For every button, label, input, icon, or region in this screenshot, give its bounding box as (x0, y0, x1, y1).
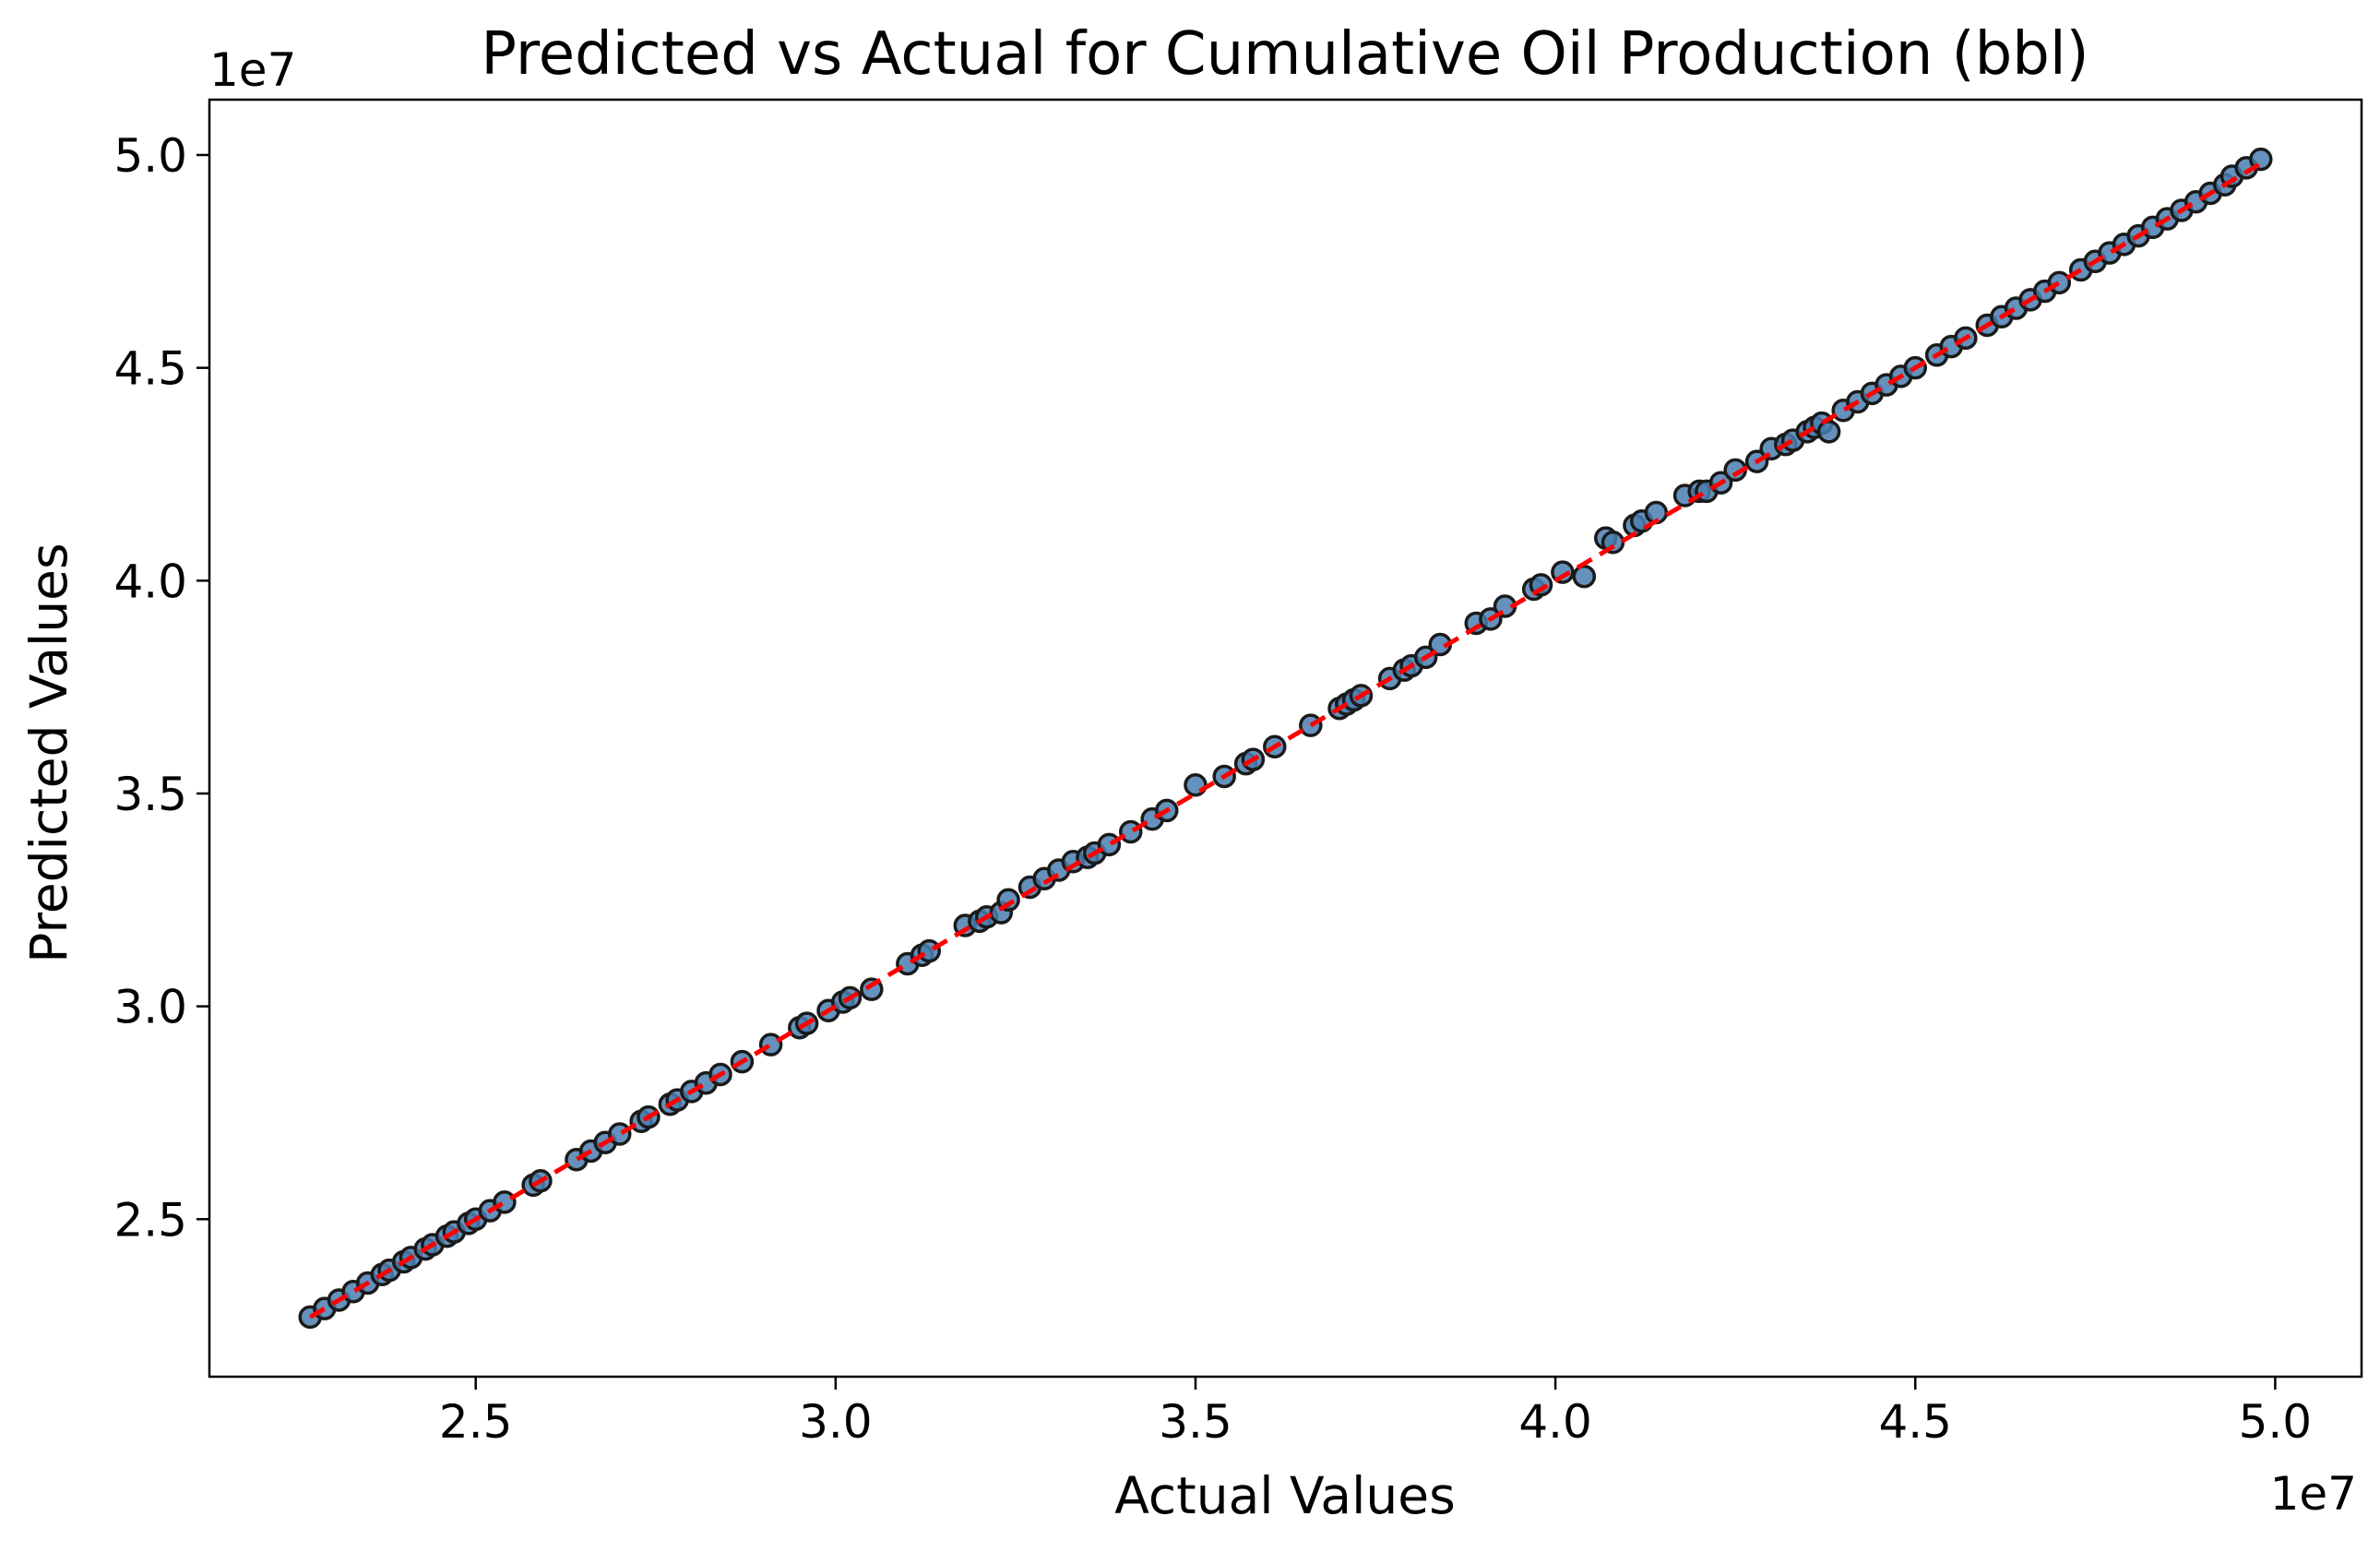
axis-ticks: 2.5 3.0 3.5 4.0 4.5 5.0 2.5 3.0 3.5 4.0 4.5 5.0 (113, 129, 2312, 1449)
y-tick-label: 3.5 (113, 768, 187, 821)
y-tick-label: 3.0 (113, 981, 187, 1034)
y-tick-label: 4.0 (113, 555, 187, 608)
y-axis-label: Predicted Values (19, 543, 78, 962)
x-axis-offset-label: 1e7 (2270, 1467, 2357, 1521)
x-tick-label: 3.5 (1159, 1395, 1232, 1449)
x-tick-label: 4.5 (1878, 1395, 1952, 1449)
x-tick-label: 4.0 (1518, 1395, 1592, 1449)
x-tick-label: 2.5 (439, 1395, 513, 1449)
plot-frame (208, 98, 2363, 1379)
y-axis-offset-label: 1e7 (209, 43, 296, 97)
y-tick-label: 4.5 (113, 342, 187, 396)
plot-content (298, 147, 2273, 1330)
chart-title: Predicted vs Actual for Cumulative Oil P… (481, 20, 2088, 89)
y-tick-label: 5.0 (113, 129, 187, 183)
y-tick-label: 2.5 (113, 1193, 187, 1247)
x-tick-label: 5.0 (2239, 1395, 2313, 1449)
scatter-point (1184, 772, 1208, 797)
x-tick-label: 3.0 (799, 1395, 873, 1449)
x-axis-label: Actual Values (1114, 1466, 1455, 1525)
reference-line (308, 161, 2263, 1319)
scatter-point (1816, 420, 1841, 444)
scatter-point (1572, 564, 1597, 589)
scatter-point (2047, 270, 2072, 295)
